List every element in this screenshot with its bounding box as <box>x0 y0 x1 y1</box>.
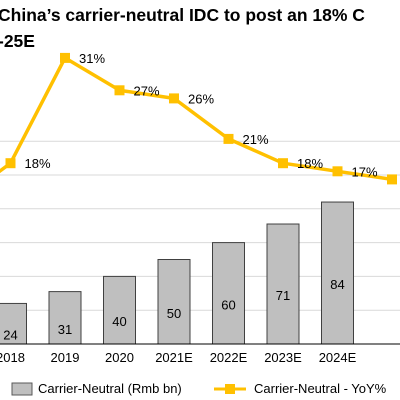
chart-title: China’s carrier-neutral IDC to post an 1… <box>0 2 398 54</box>
x-tick-2020: 2020 <box>105 350 134 365</box>
legend-line-marker <box>225 384 235 394</box>
yoy-label-2023E: 18% <box>297 156 323 171</box>
bar-label-2022E: 60 <box>221 297 235 312</box>
bar-label-2018: 24 <box>3 328 17 343</box>
x-axis-ticks: 2018 2019 2020 2021E 2022E 2023E 2024E <box>0 350 357 365</box>
x-tick-2024E: 2024E <box>319 350 357 365</box>
chart-title-line-2: -25E <box>0 31 35 51</box>
legend-bar-label: Carrier-Neutral (Rmb bn) <box>38 381 182 396</box>
yoy-line <box>0 56 393 182</box>
x-tick-2023E: 2023E <box>264 350 302 365</box>
bar-2023E <box>266 223 300 345</box>
legend-bar-swatch <box>11 382 33 396</box>
legend-line-label: Carrier-Neutral - YoY% <box>254 381 387 396</box>
yoy-marker-2023E <box>278 158 288 169</box>
bar-2020 <box>103 275 136 345</box>
yoy-marker-2025E <box>387 174 397 185</box>
yoy-label-2018: 18% <box>25 156 51 171</box>
yoy-marker-2019 <box>60 52 70 63</box>
yoy-marker-2021E <box>169 93 179 104</box>
bar-2021E <box>157 259 191 345</box>
yoy-marker-2022E <box>223 133 234 144</box>
bar-label-2020: 40 <box>112 314 126 329</box>
bar-2024E <box>321 201 354 345</box>
yoy-marker-2024E <box>332 166 343 177</box>
legend: Carrier-Neutral (Rmb bn) Carrier-Neutral… <box>11 381 387 396</box>
bar-label-2023E: 71 <box>276 288 290 303</box>
bar-label-2021E: 50 <box>167 306 181 321</box>
bar-2018 <box>0 302 27 345</box>
x-tick-2021E: 2021E <box>155 350 193 365</box>
yoy-marker-2020 <box>114 85 125 96</box>
bar-2022E <box>212 242 245 345</box>
yoy-label-2020: 27% <box>134 83 160 98</box>
yoy-marker-2018 <box>5 158 16 169</box>
yoy-label-2024E: 17% <box>352 164 378 179</box>
yoy-label-2019: 31% <box>79 51 105 66</box>
bar-series: 24 31 40 50 60 71 84 <box>0 201 354 345</box>
yoy-label-2021E: 26% <box>188 91 214 106</box>
x-tick-2022E: 2022E <box>210 350 248 365</box>
yoy-label-2022E: 21% <box>243 132 269 147</box>
bar-label-2019: 31 <box>58 322 72 337</box>
bar-label-2024E: 84 <box>330 277 344 292</box>
chart-title-line-1: China’s carrier-neutral IDC to post an 1… <box>0 5 365 25</box>
line-series: 13%18%31%27%26%21%18%17% <box>0 51 397 185</box>
x-tick-2019: 2019 <box>51 350 80 365</box>
x-tick-2018: 2018 <box>0 350 25 365</box>
